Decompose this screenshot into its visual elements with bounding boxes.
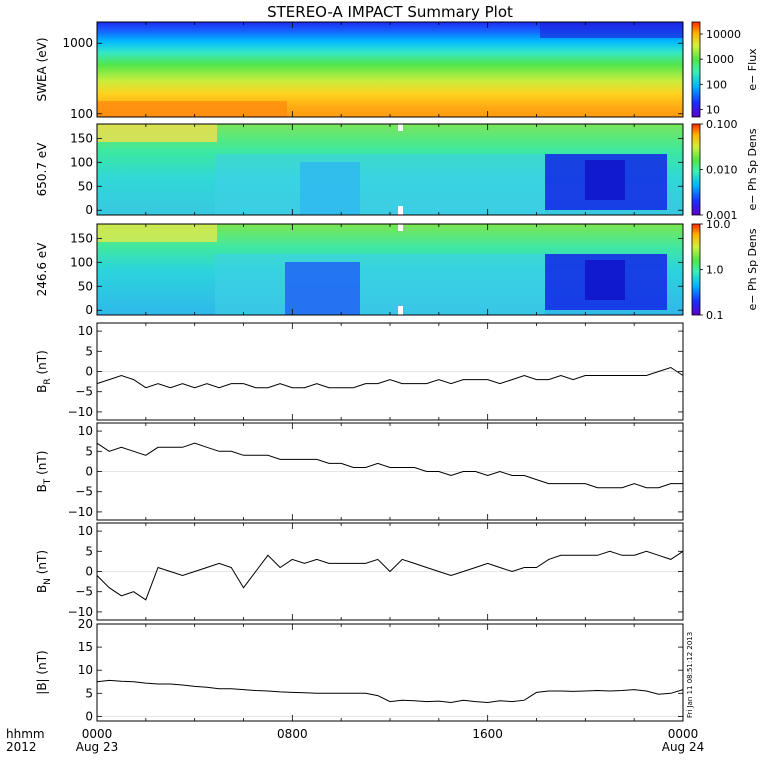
- colorbar-tick-label: 0.010: [706, 164, 738, 177]
- late-day-dropout-core: [585, 160, 625, 200]
- x-tick-date-label: Aug 23: [76, 740, 119, 754]
- panel-frame: [96, 623, 684, 722]
- data-gap-top: [398, 224, 403, 231]
- x-tick-label: 0800: [277, 727, 308, 741]
- colorbar-label: e− Ph Sp Dens: [746, 228, 759, 310]
- y-axis-label: SWEA (eV): [35, 37, 49, 101]
- colorbar-1: 10 100 1000 10000 e− Flux: [691, 21, 759, 118]
- y-tick-label: −5: [75, 385, 93, 399]
- colorbar-tick-label: 10000: [706, 28, 741, 41]
- x-axis-label-year: 2012: [6, 740, 37, 754]
- y-tick-label: −10: [68, 405, 93, 419]
- midday-flux-region: [215, 154, 545, 215]
- y-axis-label: BN (nT): [35, 550, 53, 593]
- y-tick-label: 50: [78, 179, 93, 193]
- colorbar-tick-label: 10: [706, 103, 720, 116]
- late-day-dropout-core: [585, 260, 625, 300]
- midday-flux-region: [215, 254, 545, 315]
- side-stamp: Fri Jan 11 08:51:12 2013: [686, 632, 694, 718]
- y-tick-label: 10: [78, 663, 93, 677]
- early-field-aligned-flux: [97, 224, 217, 242]
- magnetic-field-series: [96, 550, 684, 601]
- y-tick-label: −10: [68, 605, 93, 619]
- x-tick-label: 1600: [472, 727, 503, 741]
- y-tick-label: 0: [85, 365, 93, 379]
- x-tick-label: 0000: [82, 727, 113, 741]
- y-tick-label: 0: [85, 565, 93, 579]
- y-axis-label: BT (nT): [35, 451, 53, 493]
- panel-6: −10 −5 0 5 10 BN (nT): [35, 522, 684, 621]
- colorbar-tick-label: 1.0: [706, 264, 724, 277]
- data-gap-bottom: [398, 306, 403, 315]
- panel-5: −10 −5 0 5 10 BT (nT): [35, 422, 684, 521]
- y-tick-label: 0: [85, 203, 93, 217]
- colorbar-tick-label: 10.0: [706, 218, 731, 231]
- y-tick-label: 20: [78, 617, 93, 631]
- y-axis-label: BR (nT): [35, 350, 53, 393]
- y-tick-label: 100: [70, 255, 93, 269]
- y-tick-label: 150: [70, 131, 93, 145]
- y-tick-label: 5: [85, 344, 93, 358]
- magnetic-field-series: [96, 366, 684, 389]
- colorbar-tick-label: 0.100: [706, 118, 738, 131]
- y-tick-label: 0: [85, 303, 93, 317]
- y-axis-label: |B| (nT): [35, 650, 49, 694]
- y-tick-label: 15: [78, 640, 93, 654]
- y-axis-label: 650.7 eV: [35, 142, 49, 197]
- panel-4: −10 −5 0 5 10 BR (nT): [35, 322, 684, 421]
- y-tick-label: 100: [70, 155, 93, 169]
- colorbar-3: 0.1 1.0 10.0 e− Ph Sp Dens: [691, 218, 759, 322]
- magnetic-field-series: [96, 679, 684, 704]
- data-gap-top: [398, 124, 403, 131]
- colorbar-label: e− Flux: [746, 48, 759, 91]
- colorbar-scale: [691, 223, 701, 316]
- x-tick-label: 0000: [668, 727, 699, 741]
- y-tick-label: 5: [85, 686, 93, 700]
- colorbar-label: e− Ph Sp Dens: [746, 128, 759, 210]
- panel-2: 0.001 0.010 0.100 e− Ph Sp Dens 0 50 100 150 650…: [35, 118, 759, 222]
- data-gap-bottom: [398, 206, 403, 215]
- colorbar-scale: [691, 123, 701, 216]
- y-tick-label: 0: [85, 465, 93, 479]
- swea-high-energy-dip: [540, 22, 683, 38]
- midday-dropout: [300, 162, 360, 215]
- y-tick-label: 10: [78, 424, 93, 438]
- colorbar-tick-label: 0.1: [706, 309, 724, 322]
- colorbar-tick-label: 100: [706, 78, 727, 91]
- x-axis-label-hhmm: hhmm: [6, 727, 45, 741]
- panel-3: 0.1 1.0 10.0 e− Ph Sp Dens 0 50 100 150 246.6 eV: [35, 218, 759, 322]
- colorbar-scale: [691, 21, 701, 118]
- y-tick-label: 50: [78, 279, 93, 293]
- y-tick-label: 5: [85, 444, 93, 458]
- panel-1: 10 100 1000 10000 e− Flux 100 1000 SWEA (eV): [35, 21, 759, 121]
- y-tick-label: 100: [70, 107, 93, 121]
- y-tick-label: −5: [75, 585, 93, 599]
- swea-low-energy-enhancement: [97, 101, 287, 117]
- y-tick-label: 5: [85, 544, 93, 558]
- x-tick-date-label: Aug 24: [662, 740, 705, 754]
- chart-title: STEREO-A IMPACT Summary Plot: [267, 3, 513, 21]
- colorbar-tick-label: 0.001: [706, 209, 738, 222]
- panel-7: 0 5 10 15 20 |B| (nT): [35, 617, 684, 723]
- colorbar-2: 0.001 0.010 0.100 e− Ph Sp Dens: [691, 118, 759, 222]
- early-field-aligned-flux: [97, 124, 217, 142]
- y-tick-label: 10: [78, 524, 93, 538]
- y-tick-label: 150: [70, 231, 93, 245]
- y-tick-label: 0: [85, 709, 93, 723]
- magnetic-field-series: [96, 442, 683, 489]
- y-tick-label: 1000: [62, 36, 93, 50]
- y-tick-label: −5: [75, 485, 93, 499]
- midday-dropout: [285, 262, 360, 315]
- y-tick-label: −10: [68, 505, 93, 519]
- y-axis-label: 246.6 eV: [35, 242, 49, 297]
- colorbar-tick-label: 1000: [706, 53, 734, 66]
- y-tick-label: 10: [78, 324, 93, 338]
